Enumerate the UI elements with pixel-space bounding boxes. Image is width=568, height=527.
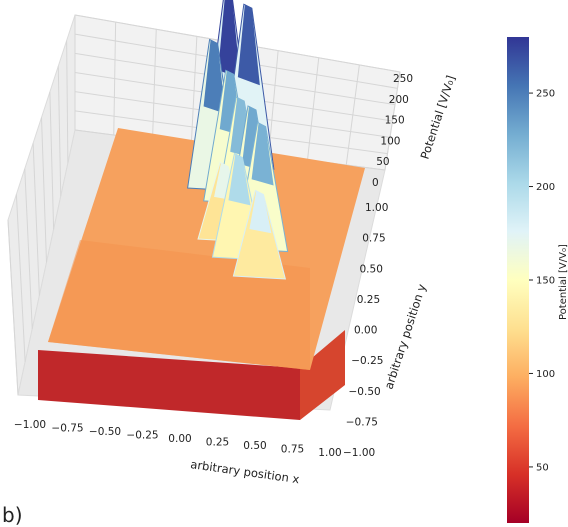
gridline (7, 219, 19, 396)
gridline (32, 143, 40, 296)
surface-peak-tip (251, 122, 274, 186)
surface-peak-tip (228, 153, 251, 206)
x-tick-labels: −1.00 −0.75 −0.50 −0.25 0.00 0.25 0.50 0.75 1.00 (14, 419, 342, 459)
colorbar: 50 100 150 200 250 Potential [V/V₀] (507, 37, 568, 523)
surface-right-wall (300, 330, 345, 420)
y-tick-label: 0.00 (354, 325, 377, 337)
gridline (49, 91, 55, 230)
x-tick-label: −1.00 (14, 419, 46, 431)
x-tick-label: −0.50 (89, 426, 121, 438)
z-tick-labels: 0 50 100 150 200 250 (372, 73, 413, 189)
y-tick-label: 0.25 (357, 294, 380, 306)
colorbar-tick-label: 250 (536, 89, 555, 100)
z-tick-label: 50 (376, 156, 389, 168)
surface-peak-tip (203, 39, 226, 114)
gridline (24, 168, 33, 329)
z-axis-label: Potential [V/V₀] (418, 74, 458, 161)
x-tick-label: −0.75 (51, 423, 83, 435)
y-tick-label: 1.00 (365, 202, 388, 214)
colorbar-gradient (507, 37, 529, 523)
y-axis-label: arbitrary position y (382, 282, 429, 391)
colorbar-ticks: 50 100 150 200 250 (529, 89, 555, 473)
surface-peak-tip (218, 0, 241, 79)
colorbar-tick-label: 150 (536, 276, 555, 287)
x-tick-label: 0.50 (243, 440, 266, 452)
gridline (41, 117, 47, 263)
z-tick-label: 100 (380, 135, 400, 147)
surface-peak-tip (249, 190, 272, 234)
gridline (66, 40, 69, 164)
y-tick-label: 0.50 (360, 263, 383, 275)
y-tick-label: −0.50 (349, 386, 381, 398)
x-tick-label: −0.25 (126, 430, 158, 442)
y-tick-labels: −1.00 −0.75 −0.50 −0.25 0.00 0.25 0.50 0.75 1.00 (343, 202, 388, 459)
colorbar-label: Potential [V/V₀] (558, 244, 568, 320)
z-tick-label: 250 (393, 73, 413, 85)
colorbar-tick-label: 50 (536, 462, 549, 473)
x-tick-label: 0.25 (206, 437, 229, 449)
z-tick-label: 150 (385, 115, 405, 127)
y-tick-label: −1.00 (343, 447, 375, 459)
y-tick-label: −0.75 (346, 416, 378, 428)
x-axis-label: arbitrary position x (190, 457, 301, 486)
colorbar-tick-label: 100 (536, 369, 555, 380)
surface (38, 0, 365, 420)
surface-front-wall (38, 350, 300, 420)
surface-peak-tip (237, 4, 260, 86)
z-tick-label: 200 (389, 94, 409, 106)
gridline (57, 66, 62, 197)
x-tick-label: 0.75 (281, 444, 304, 456)
x-tick-label: 1.00 (318, 447, 341, 459)
gridline (15, 194, 26, 362)
panel-label: b) (2, 503, 23, 527)
surface-peaks (187, 0, 289, 280)
y-tick-label: 0.75 (362, 233, 385, 245)
colorbar-tick-label: 200 (536, 182, 555, 193)
y-tick-label: −0.25 (351, 355, 383, 367)
z-tick-label: 0 (372, 177, 379, 189)
x-tick-label: 0.00 (168, 433, 191, 445)
